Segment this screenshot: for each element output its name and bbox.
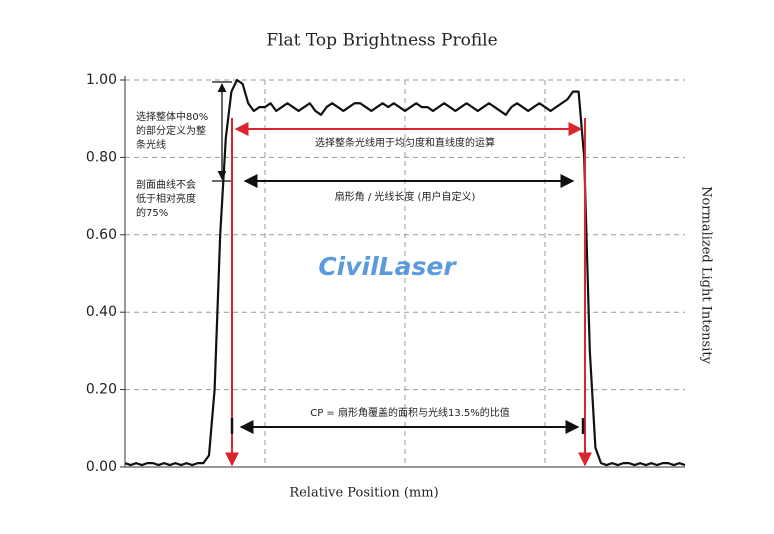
annotation-text: 低于相对亮度 — [136, 192, 196, 205]
annotation-text: 选择整条光线用于均匀度和直线度的运算 — [315, 136, 495, 149]
y-axis-label: Normalized Light Intensity — [699, 186, 714, 364]
chart-title: Flat Top Brightness Profile — [266, 31, 497, 51]
vertical-grid — [264, 80, 546, 467]
annotation-text: 的部分定义为整 — [136, 124, 206, 137]
annotation-text: 条光线 — [136, 138, 166, 151]
annotation-text: 扇形角 / 光线长度 (用户自定义) — [335, 190, 476, 203]
annotation-text: 选择整体中80% — [136, 110, 208, 123]
y-tick-label: 1.00 — [86, 72, 117, 88]
profile-line — [124, 78, 686, 467]
y-tick-label: 0.20 — [86, 382, 117, 398]
y-tick-label: 0.40 — [86, 304, 117, 320]
y-tick-label: 0.60 — [86, 227, 117, 243]
y-tick-label: 0.00 — [86, 459, 117, 475]
x-axis-label: Relative Position (mm) — [289, 486, 438, 501]
annotation-text: 的75% — [136, 206, 168, 219]
annotation-text: CP = 扇形角覆盖的面积与光线13.5%的比值 — [310, 406, 510, 419]
annotation-text: 剖面曲线不会 — [136, 178, 196, 191]
watermark: CivilLaser — [318, 252, 457, 281]
y-tick-label: 0.80 — [86, 149, 117, 165]
